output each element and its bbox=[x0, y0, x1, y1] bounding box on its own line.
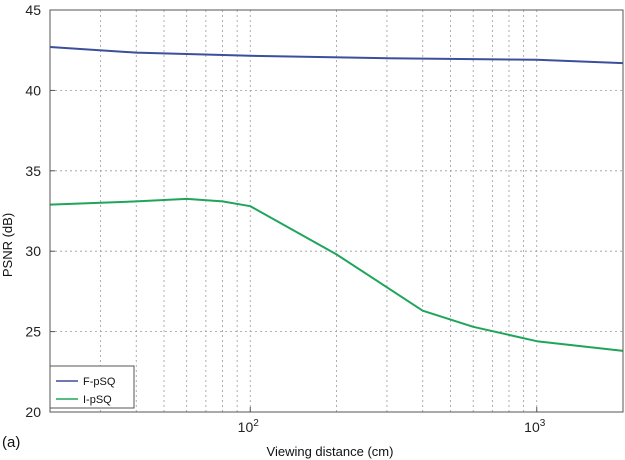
y-tick-label: 20 bbox=[25, 404, 41, 420]
panel-label: (a) bbox=[2, 434, 20, 451]
y-tick-labels: 20 25 30 35 40 45 bbox=[25, 2, 55, 420]
x-tick-label: 102 bbox=[238, 418, 260, 435]
y-axis-label: PSNR (dB) bbox=[0, 213, 15, 277]
x-tick-labels: 102 103 bbox=[238, 407, 546, 435]
legend-label-i-psq: I-pSQ bbox=[83, 394, 112, 406]
legend-label-f-psq: F-pSQ bbox=[83, 376, 116, 388]
x-axis-label: Viewing distance (cm) bbox=[267, 444, 394, 459]
y-tick-label: 35 bbox=[25, 163, 41, 179]
y-tick-label: 30 bbox=[25, 243, 41, 259]
y-tick-label: 45 bbox=[25, 2, 41, 18]
series-line-f-psq bbox=[49, 46, 624, 65]
grid-lines bbox=[50, 10, 623, 412]
legend-box bbox=[49, 365, 135, 409]
series-lines bbox=[49, 46, 624, 352]
x-tick-label: 103 bbox=[524, 418, 546, 435]
plot-frame bbox=[49, 9, 624, 413]
y-tick-label: 40 bbox=[25, 82, 41, 98]
legend: F-pSQ I-pSQ bbox=[49, 365, 135, 409]
series-line-i-psq bbox=[49, 197, 624, 352]
y-tick-label: 25 bbox=[25, 324, 41, 340]
